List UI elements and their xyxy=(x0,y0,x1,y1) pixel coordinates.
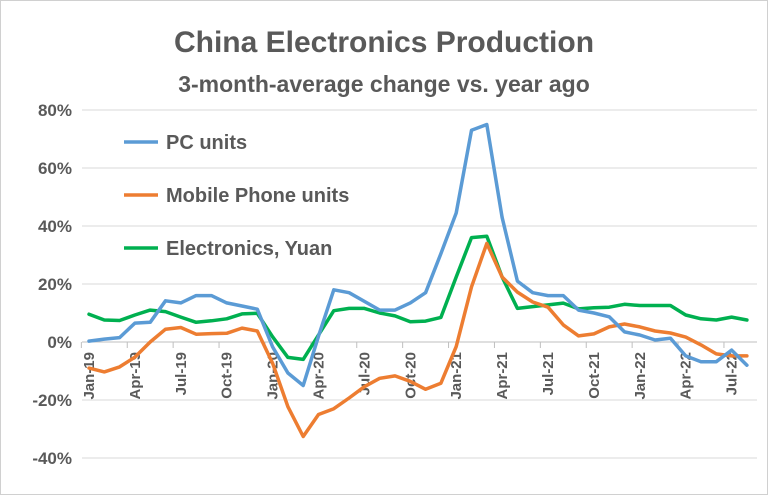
chart-subtitle: 3-month-average change vs. year ago xyxy=(178,71,590,97)
x-axis-ticks: Jan-19 Apr-19 Jul-19 Oct-19 Jan-20 Apr-20 Jul-… xyxy=(80,342,741,400)
y-axis-ticks: 80% 60% 40% 20% 0% -20% -40% xyxy=(32,101,72,468)
legend-label: Electronics, Yuan xyxy=(166,238,332,260)
y-tick-label: 40% xyxy=(38,217,72,236)
series-line-mobile-phone-units xyxy=(87,241,749,439)
y-tick-label: -40% xyxy=(32,449,72,468)
chart-title: China Electronics Production xyxy=(174,26,594,59)
x-tick-label: Apr-22 xyxy=(678,352,695,400)
legend-label: PC units xyxy=(166,132,247,154)
legend: PC units Mobile Phone units Electronics, Y… xyxy=(124,132,349,260)
x-tick-label: Jan-19 xyxy=(81,352,98,400)
x-tick-label: Jul-19 xyxy=(173,352,190,395)
x-tick-label: Jul-22 xyxy=(724,352,741,395)
y-tick-label: 20% xyxy=(38,275,72,294)
x-tick-label: Apr-21 xyxy=(494,352,511,400)
x-tick-label: Apr-19 xyxy=(127,352,144,400)
series-line-pc-units xyxy=(87,122,749,388)
series-line-electronics-yuan xyxy=(87,234,749,362)
x-tick-label: Jan-21 xyxy=(448,352,465,400)
x-tick-label: Jan-20 xyxy=(265,352,282,400)
series-lines xyxy=(87,122,749,439)
gridlines xyxy=(82,109,757,459)
legend-label: Mobile Phone units xyxy=(166,185,349,207)
x-tick-label: Oct-19 xyxy=(219,352,236,399)
x-tick-label: Oct-21 xyxy=(586,352,603,399)
y-tick-label: 0% xyxy=(47,333,72,352)
y-tick-label: 80% xyxy=(38,101,72,120)
y-tick-label: 60% xyxy=(38,159,72,178)
x-tick-label: Jan-22 xyxy=(632,352,649,400)
x-tick-label: Jul-21 xyxy=(540,352,557,395)
x-tick-label: Apr-20 xyxy=(311,352,328,400)
y-tick-label: -20% xyxy=(32,391,72,410)
x-tick-label: Oct-20 xyxy=(402,352,419,399)
